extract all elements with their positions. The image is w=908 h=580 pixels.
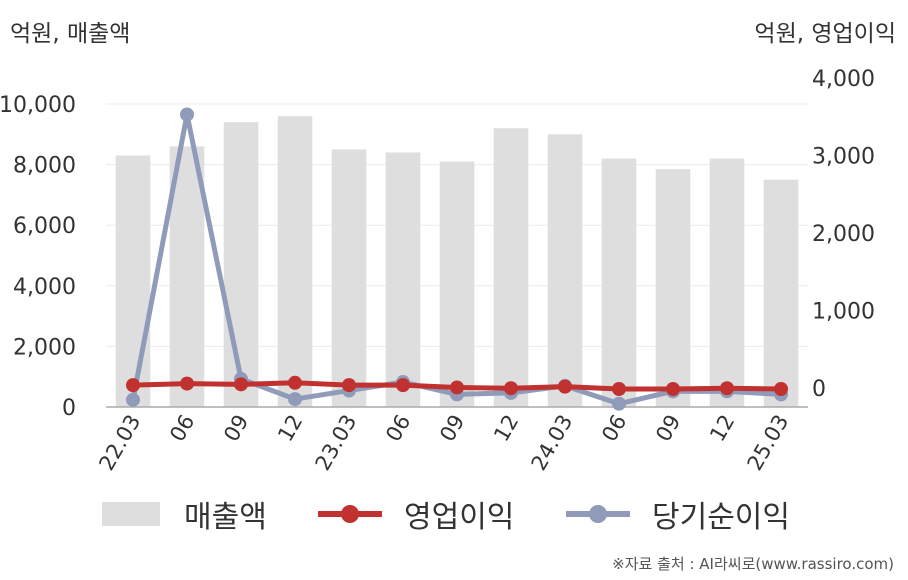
x-axis-tick-label: 12	[705, 411, 739, 446]
bar-revenue	[439, 161, 475, 407]
point-operating-income	[396, 378, 410, 393]
legend-swatch-operating-income	[318, 492, 382, 536]
bar-revenue	[601, 158, 637, 407]
bar-revenue	[277, 116, 313, 408]
bar-revenue	[169, 146, 205, 408]
bar-revenue	[385, 152, 421, 407]
left-axis-tick-label: 6,000	[13, 214, 76, 239]
x-axis-tick-label: 22.03	[94, 411, 145, 475]
legend-item-operating-income: 영업이익	[318, 492, 514, 536]
bar-revenue	[115, 155, 151, 407]
right-axis-tick-label: 4,000	[812, 67, 875, 92]
x-axis-tick-label: 06	[165, 411, 199, 446]
point-operating-income	[666, 381, 680, 396]
point-operating-income	[720, 381, 734, 396]
right-axis-tick-label: 3,000	[812, 145, 875, 170]
right-axis-tick-label: 0	[812, 377, 826, 402]
bar-revenue	[493, 128, 529, 408]
bar-revenue	[709, 158, 745, 407]
right-axis-tick-label: 2,000	[812, 222, 875, 247]
point-operating-income	[342, 378, 356, 393]
legend-item-revenue: 매출액	[102, 492, 267, 536]
bar-revenue	[655, 169, 691, 407]
legend-label-operating-income: 영업이익	[404, 500, 515, 535]
bar-revenue	[763, 179, 799, 407]
point-operating-income	[288, 375, 302, 390]
bar-revenue	[223, 122, 259, 408]
legend-label-revenue: 매출액	[184, 500, 267, 535]
point-operating-income	[126, 378, 140, 393]
left-axis-tick-label: 8,000	[13, 154, 76, 179]
x-axis-tick-label: 24.03	[526, 411, 577, 475]
point-net-income	[180, 107, 194, 122]
point-operating-income	[234, 377, 248, 392]
bar-revenue	[547, 134, 583, 408]
legend-swatch-revenue	[102, 502, 160, 526]
x-axis-tick-label: 06	[597, 411, 631, 446]
x-axis-tick-label: 25.03	[742, 411, 793, 475]
right-axis-unit-label: 억원, 영업이익	[754, 21, 896, 47]
legend-swatch-net-income	[566, 492, 630, 536]
left-axis-unit-label: 억원, 매출액	[10, 21, 131, 47]
point-operating-income	[504, 381, 518, 396]
source-note: ※자료 출처 : AI라씨로(www.rassiro.com)	[612, 555, 894, 573]
point-operating-income	[450, 380, 464, 395]
point-operating-income	[558, 379, 572, 394]
x-axis-tick-label: 12	[273, 411, 307, 446]
left-axis-tick-label: 4,000	[13, 275, 76, 300]
x-axis-tick-label: 09	[219, 411, 253, 446]
x-axis-tick-label: 09	[651, 411, 685, 446]
point-net-income	[288, 392, 302, 407]
point-operating-income	[180, 376, 194, 391]
legend-item-net-income: 당기순이익	[566, 492, 790, 536]
left-axis-tick-label: 10,000	[0, 93, 76, 118]
bar-revenue	[331, 149, 367, 407]
point-net-income	[612, 396, 626, 411]
x-axis-tick-label: 06	[381, 411, 415, 446]
x-axis-tick-label: 09	[435, 411, 469, 446]
point-net-income	[126, 392, 140, 407]
point-operating-income	[774, 381, 788, 396]
left-axis-tick-label: 0	[62, 396, 76, 421]
right-axis-tick-label: 1,000	[812, 300, 875, 325]
x-axis-tick-label: 23.03	[310, 411, 361, 475]
left-axis-tick-label: 2,000	[13, 335, 76, 360]
point-operating-income	[612, 381, 626, 396]
x-axis-tick-label: 12	[489, 411, 523, 446]
legend-label-net-income: 당기순이익	[652, 500, 790, 535]
